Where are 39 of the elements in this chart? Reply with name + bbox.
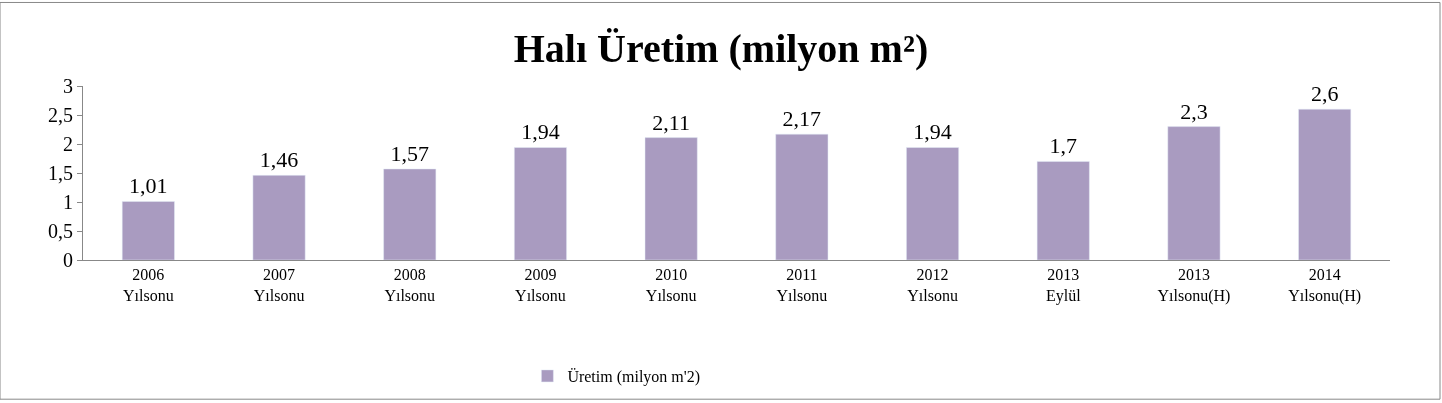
- x-tick-label: 2010 Yılsonu: [645, 266, 697, 304]
- bar: [121, 201, 175, 260]
- x-tick-label: 2011 Yılsonu: [776, 266, 828, 304]
- data-label: 2,3: [1180, 98, 1208, 124]
- y-tick-label: 1,5: [48, 162, 73, 184]
- data-label: 1,94: [521, 119, 560, 145]
- y-tick-label: 3: [63, 75, 73, 97]
- bar: [514, 147, 567, 260]
- bar: [1036, 161, 1090, 260]
- data-label: 1,01: [129, 173, 168, 199]
- data-label: 1,94: [913, 119, 952, 145]
- y-tick-label: 2,5: [48, 104, 73, 126]
- data-label: 2,11: [652, 109, 690, 135]
- x-tick-label: 2014 Yılsonu(H): [1288, 266, 1362, 305]
- y-tick-label: 2: [63, 133, 73, 155]
- data-label: 1,57: [390, 140, 429, 166]
- y-tick-label: 0: [63, 249, 73, 271]
- bar: [775, 133, 829, 260]
- bar: [252, 175, 306, 260]
- x-tick-label: 2006 Yılsonu: [123, 266, 174, 304]
- bar: [644, 137, 698, 260]
- x-tick-label: 2013 Eylül: [1045, 266, 1082, 305]
- x-tick-label: 2009 Yılsonu: [515, 266, 566, 304]
- data-label: 1,46: [259, 147, 299, 173]
- x-tick-label: 2013 Yılsonu(H): [1157, 266, 1231, 305]
- data-label: 1,7: [1049, 133, 1077, 159]
- x-tick-label: 2007 Yılsonu: [253, 266, 305, 304]
- legend-label: Üretim (milyon m'2): [567, 368, 701, 387]
- x-tick-label: 2012 Yılsonu: [907, 266, 958, 304]
- data-label: 2,17: [782, 106, 822, 132]
- bar: [1167, 126, 1221, 260]
- chart-title: Halı Üretim (milyon m²): [513, 26, 929, 72]
- y-tick-label: 0,5: [48, 220, 73, 242]
- data-label: 2,6: [1310, 81, 1339, 107]
- y-tick-label: 1: [63, 191, 73, 213]
- x-tick-label: 2008 Yılsonu: [384, 266, 436, 304]
- bar: [1298, 108, 1352, 260]
- bar: [906, 147, 959, 260]
- bar: [383, 168, 437, 260]
